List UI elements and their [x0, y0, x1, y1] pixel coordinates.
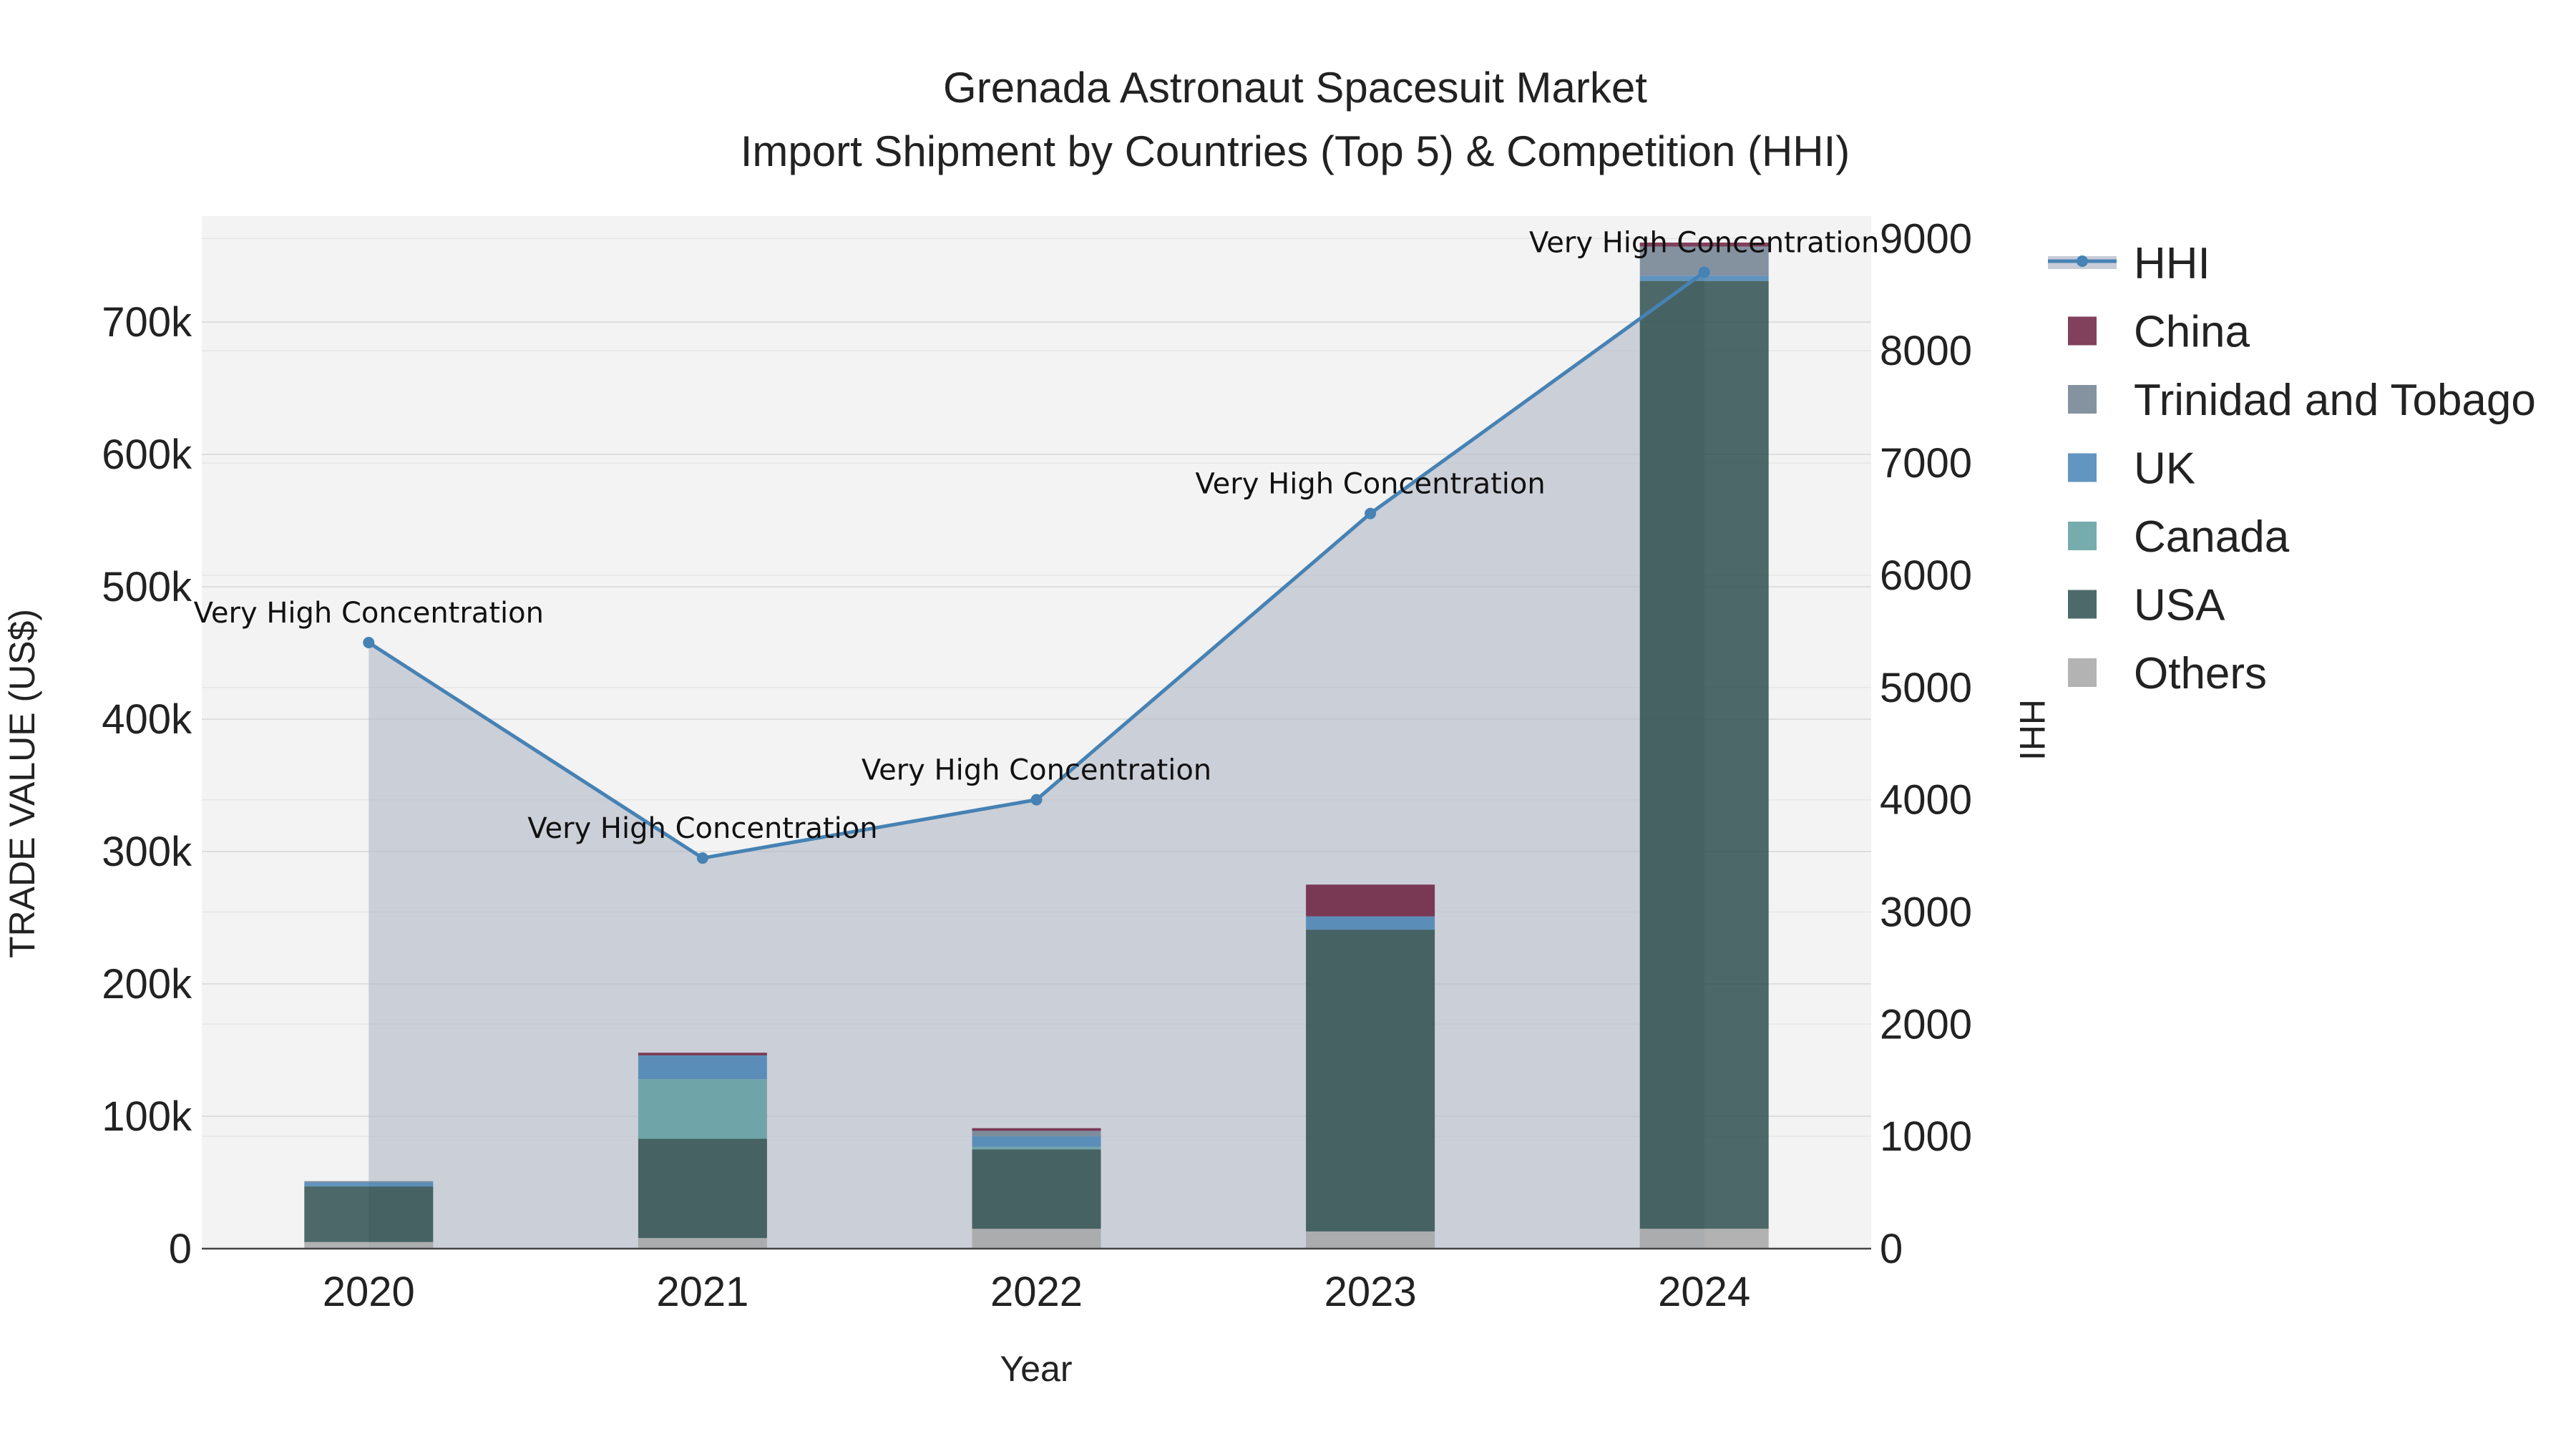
legend-label-trinidad-and-tobago: Trinidad and Tobago: [2134, 376, 2536, 425]
y2-tick-label-9: 9000: [1880, 215, 1972, 262]
y2-tick-label-6: 6000: [1880, 552, 1972, 599]
x-tick-label-2023: 2023: [1324, 1269, 1417, 1315]
x-tick-label-2024: 2024: [1658, 1269, 1750, 1315]
y2-tick-label-4: 4000: [1880, 777, 1972, 824]
hhi-point-2021[interactable]: [696, 852, 708, 864]
legend-swatch-uk: [2068, 453, 2097, 482]
bar-usa-2024[interactable]: [1639, 280, 1769, 1229]
legend-swatch-usa: [2068, 590, 2097, 619]
legend-swatch-hhi-marker: [2077, 255, 2088, 267]
hhi-annotation-2020: Very High Concentration: [194, 597, 544, 630]
bar-uk-2022[interactable]: [972, 1136, 1101, 1147]
y2-axis-ticks: 0 1000 2000 3000 4000 5000 6000 7000 8000 9000: [1880, 215, 1972, 1272]
legend-swatch-canada: [2068, 522, 2097, 550]
bar-china-2021[interactable]: [638, 1053, 767, 1055]
hhi-annotation-2024: Very High Concentration: [1529, 226, 1879, 259]
y2-tick-label-3: 3000: [1880, 889, 1972, 935]
chart-title-line1: Grenada Astronaut Spacesuit Market: [943, 64, 1647, 112]
legend-item-hhi[interactable]: HHI: [2048, 239, 2210, 288]
bars: [304, 243, 1769, 1249]
y-tick-label-6: 600k: [102, 431, 192, 478]
hhi-line-layer: [363, 266, 1710, 864]
bar-others-2022[interactable]: [972, 1229, 1101, 1249]
bar-others-2024[interactable]: [1639, 1229, 1769, 1249]
bar-others-2020[interactable]: [304, 1241, 434, 1249]
y-tick-label-5: 500k: [102, 564, 192, 610]
y-tick-label-4: 400k: [102, 696, 192, 743]
bar-usa-2022[interactable]: [972, 1149, 1101, 1229]
bar-usa-2023[interactable]: [1306, 930, 1435, 1231]
hhi-annotation-2023: Very High Concentration: [1195, 468, 1545, 501]
legend-item-usa[interactable]: USA: [2068, 581, 2225, 630]
hhi-point-2024[interactable]: [1698, 266, 1710, 278]
legend-swatch-others: [2068, 658, 2097, 687]
hhi-annotation-2022: Very High Concentration: [862, 754, 1211, 787]
bar-uk-2020[interactable]: [304, 1182, 434, 1187]
hhi-annotation-2021: Very High Concentration: [527, 812, 877, 845]
y-tick-label-0: 0: [169, 1226, 192, 1272]
x-tick-label-2021: 2021: [656, 1269, 748, 1315]
bar-uk-2023[interactable]: [1306, 916, 1435, 930]
bar-uk-2024[interactable]: [1639, 275, 1769, 281]
x-tick-label-2020: 2020: [323, 1269, 415, 1315]
hhi-point-2020[interactable]: [363, 637, 375, 649]
legend-item-trinidad-and-tobago[interactable]: Trinidad and Tobago: [2068, 376, 2536, 425]
legend-label-hhi: HHI: [2134, 239, 2210, 288]
y-tick-label-7: 700k: [102, 299, 192, 346]
y2-tick-label-5: 5000: [1880, 665, 1972, 711]
legend-label-uk: UK: [2134, 444, 2195, 494]
y2-axis-label: HHI: [2012, 699, 2052, 761]
bar-canada-2022[interactable]: [972, 1146, 1101, 1150]
bar-china-2022[interactable]: [972, 1128, 1101, 1131]
legend-swatch-china: [2068, 316, 2097, 346]
hhi-point-2022[interactable]: [1030, 794, 1043, 806]
y-tick-label-3: 300k: [102, 829, 192, 875]
legend-item-uk[interactable]: UK: [2068, 444, 2195, 494]
y-tick-label-1: 100k: [102, 1093, 192, 1140]
x-tick-label-2022: 2022: [990, 1269, 1083, 1315]
hhi-point-2023[interactable]: [1365, 507, 1377, 519]
bar-china-2023[interactable]: [1306, 884, 1435, 917]
chart-title-line2: Import Shipment by Countries (Top 5) & C…: [741, 127, 1850, 175]
y-axis-ticks: 0 100k 200k 300k 400k 500k 600k 700k: [102, 299, 192, 1272]
legend-label-china: China: [2134, 308, 2250, 357]
legend-label-others: Others: [2134, 649, 2267, 698]
y2-tick-label-8: 8000: [1880, 328, 1972, 374]
x-axis-ticks: 2020 2021 2022 2023 2024: [323, 1269, 1750, 1315]
legend-swatch-trinidad-and-tobago: [2068, 385, 2097, 414]
annotations: Very High Concentration Very High Concent…: [194, 226, 1880, 845]
legend-item-china[interactable]: China: [2068, 308, 2250, 357]
y2-tick-label-2: 2000: [1880, 1001, 1972, 1048]
bar-usa-2020[interactable]: [304, 1186, 434, 1242]
bar-trinidad-and-tobago-2020[interactable]: [304, 1181, 434, 1183]
y-axis-label: TRADE VALUE (US$): [2, 609, 42, 958]
bar-usa-2021[interactable]: [638, 1138, 767, 1239]
legend-item-others[interactable]: Others: [2068, 649, 2267, 698]
y2-tick-label-1: 1000: [1880, 1113, 1972, 1160]
legend-item-canada[interactable]: Canada: [2068, 512, 2290, 562]
bar-trinidad-and-tobago-2022[interactable]: [972, 1131, 1101, 1136]
bar-canada-2021[interactable]: [638, 1079, 767, 1139]
y2-tick-label-0: 0: [1880, 1226, 1903, 1272]
legend-label-canada: Canada: [2134, 512, 2290, 562]
legend: HHI China Trinidad and Tobago UK Canada USA Ot…: [2048, 239, 2536, 698]
y2-tick-label-7: 7000: [1880, 440, 1972, 487]
bar-uk-2021[interactable]: [638, 1055, 767, 1080]
bar-china-2024[interactable]: [1639, 243, 1769, 247]
x-axis-label: Year: [1000, 1349, 1072, 1389]
y-tick-label-2: 200k: [102, 961, 192, 1008]
legend-label-usa: USA: [2134, 581, 2225, 630]
bar-others-2023[interactable]: [1306, 1231, 1435, 1249]
bar-others-2021[interactable]: [638, 1238, 767, 1249]
